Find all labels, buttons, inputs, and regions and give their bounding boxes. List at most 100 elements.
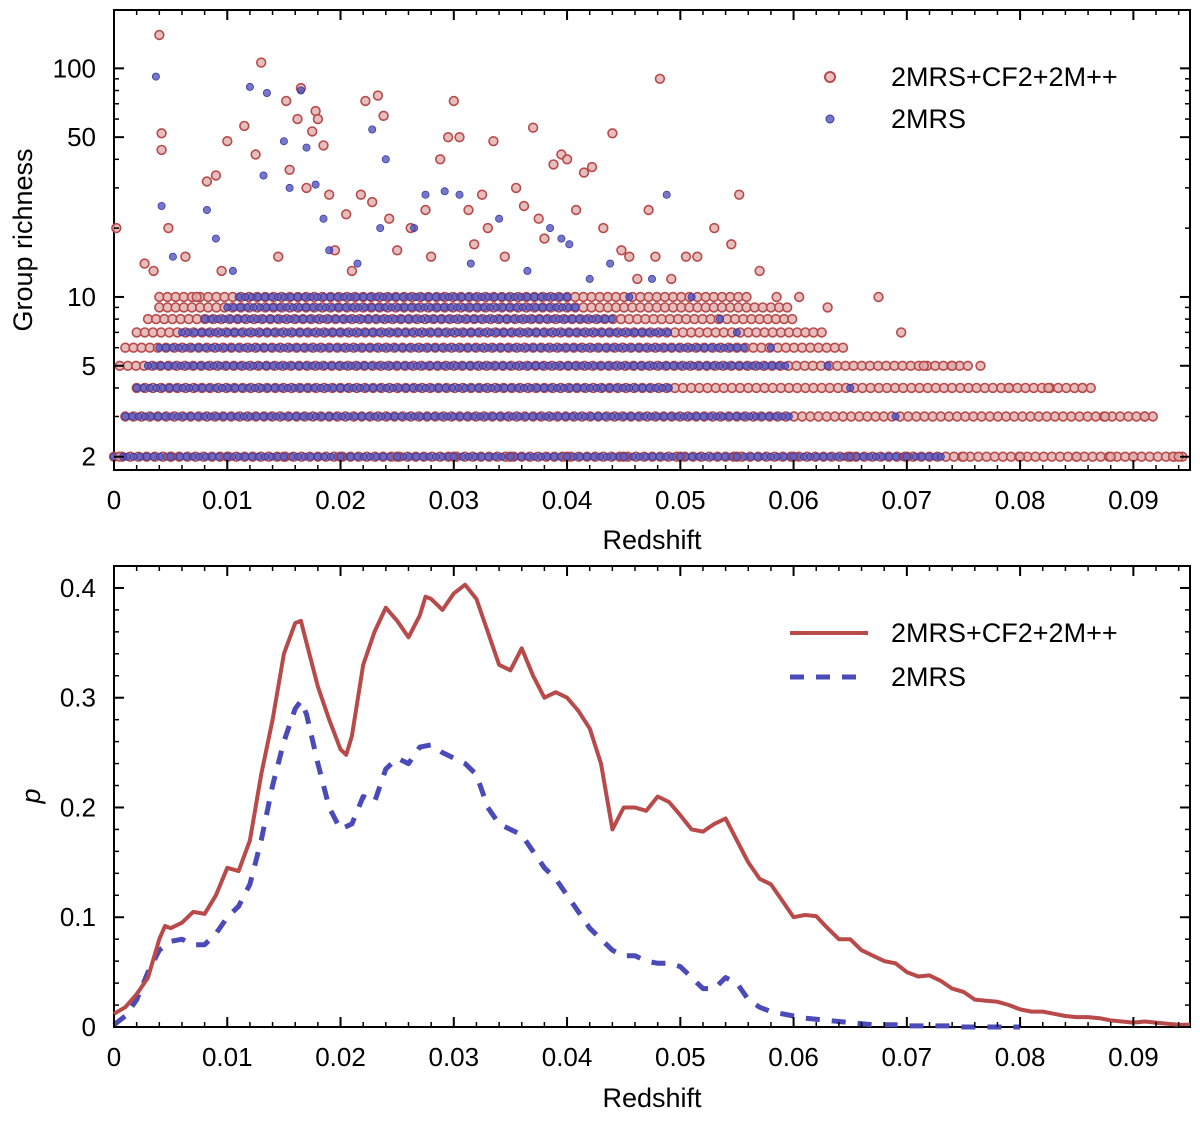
point-2mrs [400, 303, 409, 312]
point-2mrs [213, 412, 222, 421]
point-2mrs [168, 252, 177, 261]
point-2mrs [496, 343, 505, 352]
point-2mrs [201, 343, 210, 352]
point-2mrs [466, 303, 475, 312]
point-2mrs [367, 303, 376, 312]
point-combined [1014, 451, 1026, 462]
point-2mrs [467, 383, 476, 392]
point-2mrs [359, 452, 368, 461]
point-2mrs [384, 315, 393, 324]
point-combined [360, 95, 371, 107]
point-2mrs [426, 303, 435, 312]
x-tick-label: 0.01 [202, 1042, 253, 1072]
point-2mrs [252, 412, 261, 421]
point-2mrs [525, 361, 534, 370]
point-2mrs [745, 412, 754, 421]
point-2mrs [245, 82, 254, 91]
point-2mrs [733, 343, 742, 352]
point-combined [1128, 451, 1139, 462]
point-2mrs [608, 343, 617, 352]
point-2mrs [421, 383, 430, 392]
point-combined [666, 273, 677, 285]
point-2mrs [522, 315, 531, 324]
point-2mrs [649, 361, 658, 370]
point-2mrs [352, 292, 361, 301]
point-2mrs [293, 292, 302, 301]
point-2mrs [446, 303, 455, 312]
point-2mrs [480, 383, 489, 392]
point-combined [548, 159, 559, 170]
x-tick-label: 0.08 [995, 485, 1046, 515]
point-2mrs [382, 383, 391, 392]
point-2mrs [361, 328, 370, 337]
point-2mrs [379, 292, 388, 301]
point-2mrs [419, 361, 428, 370]
point-2mrs [774, 361, 783, 370]
point-2mrs [535, 315, 544, 324]
point-2mrs [532, 303, 541, 312]
point-2mrs [515, 315, 524, 324]
point-2mrs [234, 343, 243, 352]
point-2mrs [546, 224, 555, 233]
point-combined [1139, 411, 1150, 422]
point-2mrs [239, 315, 248, 324]
point-combined [273, 251, 284, 262]
point-combined [1077, 382, 1088, 394]
point-2mrs [466, 259, 475, 268]
probability-plot-frame [113, 565, 1191, 1028]
point-2mrs [492, 361, 501, 370]
point-2mrs [781, 361, 790, 370]
point-2mrs [625, 383, 634, 392]
point-2mrs [167, 412, 176, 421]
point-2mrs [293, 452, 302, 461]
point-combined [435, 154, 446, 165]
point-combined [692, 251, 703, 262]
point-2mrs [215, 452, 224, 461]
point-2mrs [447, 328, 456, 337]
point-2mrs [420, 303, 429, 312]
point-2mrs [576, 452, 585, 461]
point-combined [384, 213, 395, 224]
point-2mrs [279, 137, 288, 146]
point-2mrs [351, 315, 360, 324]
point-2mrs [635, 452, 644, 461]
point-2mrs [525, 303, 534, 312]
legend-marker-2mrs [825, 114, 835, 124]
point-2mrs [456, 315, 465, 324]
point-combined [598, 222, 609, 234]
point-2mrs [713, 343, 722, 352]
point-2mrs [398, 292, 407, 301]
point-2mrs [530, 452, 539, 461]
point-2mrs [657, 328, 666, 337]
point-2mrs [200, 315, 209, 324]
point-2mrs [270, 383, 279, 392]
point-2mrs [498, 361, 507, 370]
point-2mrs [381, 328, 390, 337]
point-2mrs [732, 328, 741, 337]
point-2mrs [195, 452, 204, 461]
point-2mrs [285, 315, 294, 324]
x-tick-label: 0 [107, 485, 121, 515]
point-2mrs [563, 292, 572, 301]
point-2mrs [643, 361, 652, 370]
point-combined [837, 342, 849, 353]
point-2mrs [766, 452, 775, 461]
point-2mrs [425, 292, 434, 301]
point-2mrs [620, 412, 629, 421]
point-2mrs [506, 452, 515, 461]
point-2mrs [183, 361, 192, 370]
point-2mrs [518, 361, 527, 370]
point-combined [586, 161, 598, 173]
point-2mrs [420, 328, 429, 337]
point-combined [822, 302, 833, 313]
point-2mrs [587, 412, 596, 421]
point-2mrs [309, 383, 318, 392]
point-2mrs [507, 383, 516, 392]
point-combined [420, 204, 431, 216]
point-2mrs [765, 412, 774, 421]
point-2mrs [280, 343, 289, 352]
point-2mrs [372, 343, 381, 352]
point-combined [378, 110, 389, 122]
point-2mrs [574, 412, 583, 421]
point-2mrs [487, 383, 496, 392]
